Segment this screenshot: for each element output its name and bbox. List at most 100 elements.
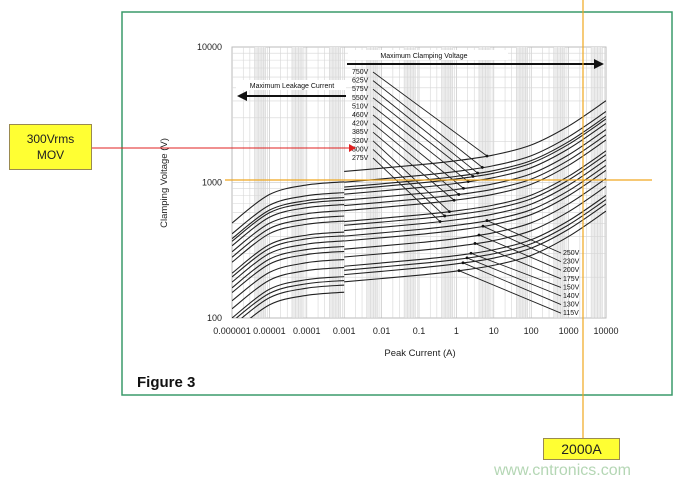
rating-label-150V: 150V — [563, 284, 580, 291]
leaders — [372, 71, 562, 314]
rating-label-420V: 420V — [352, 121, 369, 128]
rating-label-175V: 175V — [563, 276, 580, 283]
clamping-curve-275V — [344, 159, 606, 232]
leader-marker-140V — [465, 256, 469, 260]
y-tick-label: 100 — [207, 313, 222, 323]
leader-marker-460V — [462, 186, 465, 190]
ticks: 0.000001 0.00001 0.0001 0.001 0.01 0.1 1 10 100 1… — [197, 42, 619, 336]
leader-line-300V — [372, 149, 446, 217]
leader-line-150V — [470, 252, 562, 288]
leader-line-750V — [372, 71, 488, 157]
curves — [232, 100, 606, 318]
rating-label-230V: 230V — [563, 259, 580, 266]
leader-marker-130V — [461, 261, 465, 265]
leader-marker-115V — [457, 269, 461, 273]
rating-label-140V: 140V — [563, 293, 580, 300]
leakage-curve-115V — [249, 291, 345, 318]
watermark: www.cntronics.com — [494, 462, 631, 479]
clamping-curve-385V — [344, 139, 606, 212]
leakage-curve-550V — [232, 199, 345, 242]
leader-line-625V — [372, 80, 483, 168]
rating-label-385V: 385V — [352, 129, 369, 136]
clamping-annotation: Maximum Clamping Voltage — [380, 53, 467, 60]
leader-line-200V — [478, 234, 562, 271]
leakage-curve-625V — [232, 192, 345, 235]
rating-label-130V: 130V — [563, 302, 580, 309]
leakage-arrow-head — [237, 91, 247, 101]
x-tick-label: 1000 — [559, 326, 579, 336]
figure-frame — [121, 11, 673, 396]
leakage-curve-385V — [232, 220, 345, 263]
leader-line-130V — [462, 262, 562, 306]
leader-marker-625V — [480, 166, 484, 169]
rating-label-250V: 250V — [563, 250, 580, 257]
x-tick-label: 0.000001 — [213, 326, 251, 336]
x-axis-label: Peak Current (A) — [384, 348, 455, 359]
leader-marker-575V — [476, 171, 479, 175]
leader-marker-420V — [457, 193, 461, 196]
leakage-curve-320V — [232, 231, 345, 274]
leader-line-230V — [482, 225, 562, 263]
leader-marker-150V — [469, 251, 473, 255]
rating-label-320V: 320V — [352, 138, 369, 145]
x-tick-label: 0.1 — [413, 326, 426, 336]
clamping-curve-230V — [344, 169, 606, 242]
clamping-curve-115V — [344, 210, 606, 283]
leader-line-250V — [486, 220, 562, 254]
leader-line-320V — [372, 140, 450, 212]
leakage-annotation: Maximum Leakage Current — [250, 83, 334, 90]
leakage-curve-230V — [232, 250, 345, 294]
clamping-curve-320V — [344, 150, 606, 223]
leakage-curve-575V — [232, 196, 345, 240]
leakage-annotation-bg — [236, 80, 346, 90]
leader-line-385V — [372, 131, 455, 201]
rating-label-510V: 510V — [352, 103, 369, 110]
clamping-curve-175V — [344, 185, 606, 258]
clamping-curve-420V — [344, 134, 606, 207]
y-tick-label: 10000 — [197, 42, 222, 52]
mov-callout-line1: 300Vrms — [26, 132, 75, 146]
clamping-curve-200V — [344, 178, 606, 250]
rating-label-625V: 625V — [352, 78, 369, 85]
leader-line-420V — [372, 123, 460, 195]
x-tick-label: 0.01 — [373, 326, 391, 336]
y-axis-label: Clamping Voltage (V) — [159, 138, 170, 228]
rating-label-115V: 115V — [563, 310, 579, 317]
leader-marker-175V — [473, 242, 477, 245]
figure-label: Figure 3 — [137, 374, 196, 391]
rating-label-300V: 300V — [352, 146, 369, 153]
leakage-curve-275V — [232, 240, 345, 283]
leader-line-460V — [372, 114, 464, 189]
leakage-curve-130V — [241, 284, 345, 318]
clamping-annotation-bg — [348, 50, 508, 60]
rating-label-575V: 575V — [352, 86, 369, 93]
x-tick-label: 10 — [489, 326, 499, 336]
mov-callout: 300Vrms MOV — [9, 124, 92, 170]
rating-label-550V: 550V — [352, 95, 369, 102]
clamping-curve-250V — [344, 164, 606, 237]
clamping-curve-460V — [344, 129, 606, 201]
leakage-curve-750V — [232, 181, 345, 224]
rating-label-460V: 460V — [352, 112, 369, 119]
leader-marker-510V — [466, 180, 470, 183]
leader-line-175V — [474, 243, 562, 280]
leader-marker-200V — [477, 233, 481, 237]
leakage-curve-420V — [232, 215, 345, 258]
leader-marker-320V — [448, 210, 451, 213]
leader-line-140V — [466, 257, 562, 297]
clamping-curve-750V — [344, 100, 606, 172]
mov-callout-line2: MOV — [36, 148, 65, 162]
leader-marker-275V — [438, 220, 442, 223]
leader-line-550V — [372, 97, 474, 177]
rating-label-275V: 275V — [352, 155, 369, 162]
leader-marker-230V — [481, 224, 485, 228]
leakage-curve-200V — [232, 259, 345, 302]
rating-label-200V: 200V — [563, 267, 580, 274]
leader-marker-550V — [471, 175, 475, 178]
current-callout: 2000A — [543, 438, 620, 460]
leader-line-115V — [458, 270, 562, 314]
leader-marker-300V — [443, 214, 447, 218]
clamping-curve-130V — [344, 203, 606, 276]
